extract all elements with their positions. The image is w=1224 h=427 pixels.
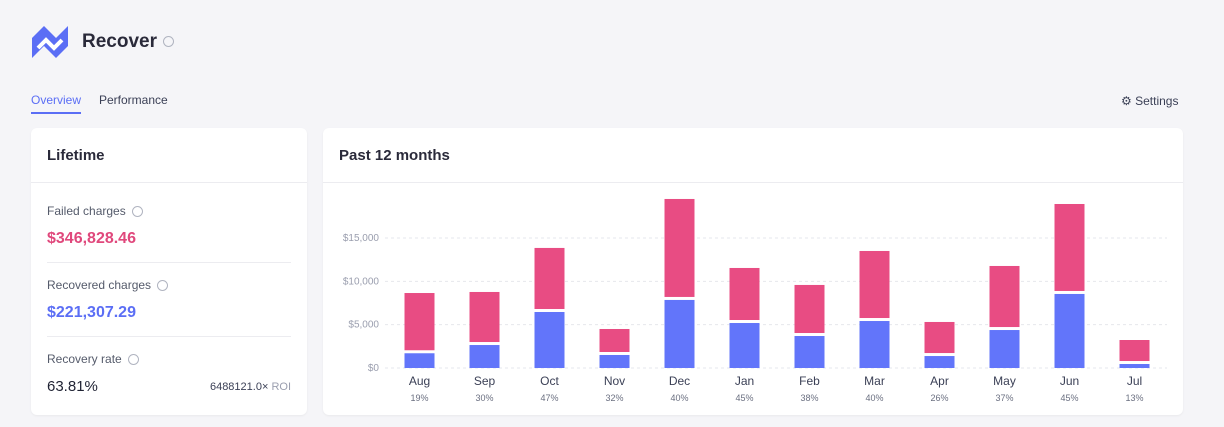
bar-segment <box>729 267 760 321</box>
bar-segment <box>599 328 630 352</box>
bar-segment <box>1054 293 1085 368</box>
x-sublabel: 37% <box>995 393 1013 403</box>
y-tick-label: $15,000 <box>343 233 380 244</box>
bar-segment <box>924 356 955 368</box>
bar-segment <box>859 321 890 368</box>
roi-value: 6488121.0× <box>209 381 269 393</box>
bar-segment <box>859 250 890 319</box>
x-tick-label: Jun <box>1060 374 1079 388</box>
logo <box>32 26 68 58</box>
x-tick-label: Mar <box>864 374 885 388</box>
y-tick-label: $10,000 <box>343 276 380 287</box>
settings-button[interactable]: ⚙ Settings <box>1121 94 1179 108</box>
divider <box>31 182 307 183</box>
y-tick-label: $0 <box>368 363 380 374</box>
tab[interactable]: Overview <box>31 93 82 114</box>
stat-value: $221,307.29 <box>47 304 136 321</box>
title-text: Recover <box>82 31 157 52</box>
label-text: Failed charges <box>47 204 126 218</box>
x-tick-label: Sep <box>474 374 496 388</box>
x-sublabel: 47% <box>540 393 558 403</box>
bar-segment <box>469 291 500 343</box>
stat-label: Recovery rate <box>47 352 139 366</box>
roi: 6488121.0× ROI <box>210 381 291 393</box>
bar-segment <box>924 321 955 354</box>
stat-label: Recovered charges <box>47 278 169 292</box>
info-icon <box>131 206 143 218</box>
x-tick-label: Dec <box>669 374 690 388</box>
bar-segment <box>729 323 760 368</box>
x-sublabel: 30% <box>475 393 493 403</box>
bar-segment <box>989 265 1020 328</box>
x-sublabel: 32% <box>605 393 623 403</box>
x-sublabel: 40% <box>670 393 688 403</box>
lifetime-card: Lifetime Failed charges $346,828.46 Reco… <box>31 128 307 415</box>
stat-label: Failed charges <box>47 204 143 218</box>
chart-card: Past 12 months $0 $5,000 $10,000 $15,000 Aug… <box>323 128 1183 415</box>
x-tick-label: May <box>993 374 1016 388</box>
bar-segment <box>469 345 500 368</box>
x-tick-label: Nov <box>604 374 625 388</box>
bar-segment <box>1054 203 1085 291</box>
x-tick-label: Aug <box>409 374 430 388</box>
x-sublabel: 13% <box>1125 393 1143 403</box>
info-icon <box>127 354 139 366</box>
bar-segment <box>599 354 630 368</box>
x-tick-label: Apr <box>930 374 949 388</box>
x-tick-label: Oct <box>540 374 559 388</box>
roi-label: ROI <box>271 381 291 393</box>
x-sublabel: 19% <box>410 393 428 403</box>
app-title: Recover <box>82 31 174 53</box>
bar-segment <box>404 353 435 368</box>
x-tick-label: Feb <box>799 374 820 388</box>
stat-value: 63.81% <box>47 378 98 395</box>
bar-segment <box>794 284 825 334</box>
label-text: Recovered charges <box>47 278 152 292</box>
bar-segment <box>534 312 565 368</box>
x-sublabel: 40% <box>865 393 883 403</box>
divider <box>323 182 1183 183</box>
bar-segment <box>404 293 435 351</box>
x-tick-label: Jul <box>1127 374 1142 388</box>
bar-segment <box>1119 364 1150 368</box>
chart: $0 $5,000 $10,000 $15,000 Aug 19% Sep 30% Oct 47%… <box>343 198 1167 403</box>
settings-text: Settings <box>1135 94 1179 108</box>
card-title: Past 12 months <box>339 147 450 164</box>
stat-value: $346,828.46 <box>47 230 136 247</box>
info-icon <box>157 280 169 292</box>
tab[interactable]: Performance <box>99 93 168 107</box>
bar-segment <box>534 247 565 310</box>
info-icon <box>163 36 174 48</box>
bar-segment <box>989 330 1020 368</box>
label-text: Recovery rate <box>47 352 122 366</box>
bar-segment <box>664 198 695 297</box>
x-tick-label: Jan <box>735 374 754 388</box>
bar-segment <box>664 299 695 368</box>
bar-segment <box>794 336 825 368</box>
bar-segment <box>1119 340 1150 362</box>
y-tick-label: $5,000 <box>348 320 379 331</box>
x-sublabel: 45% <box>1060 393 1078 403</box>
card-title: Lifetime <box>47 147 105 164</box>
x-sublabel: 45% <box>735 393 753 403</box>
x-sublabel: 26% <box>930 393 948 403</box>
divider <box>47 262 291 263</box>
divider <box>47 336 291 337</box>
x-sublabel: 38% <box>800 393 818 403</box>
